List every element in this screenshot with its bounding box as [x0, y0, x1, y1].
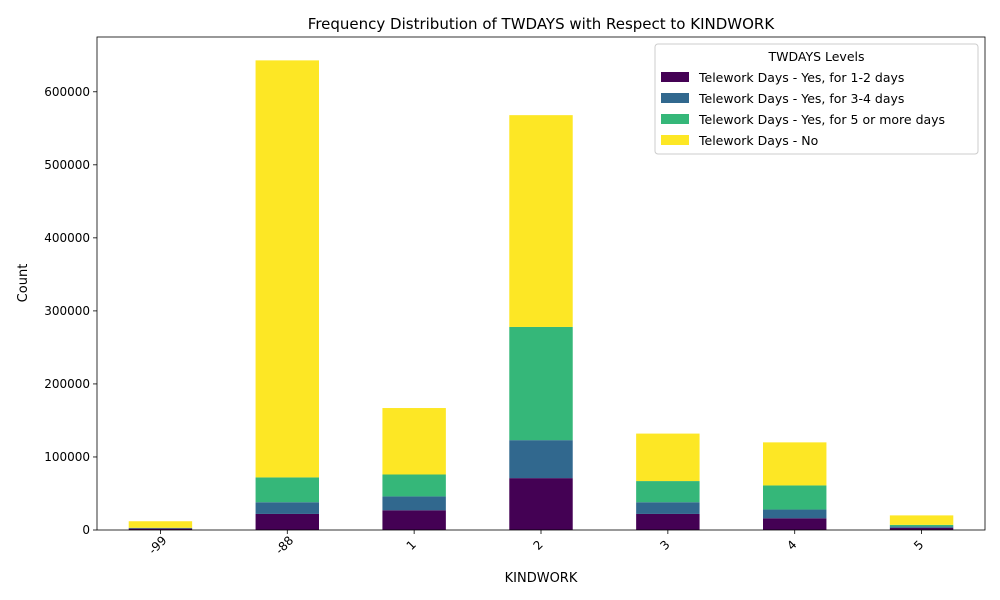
legend-swatch [661, 93, 689, 103]
x-tick-label: 2 [531, 538, 546, 553]
bar-3-series-2 [636, 502, 700, 514]
legend-title: TWDAYS Levels [767, 49, 864, 64]
bar-1-series-1 [382, 510, 446, 530]
bar-4-series-3 [763, 485, 827, 510]
bar-3-series-4 [636, 433, 700, 482]
y-axis-title: Count [16, 264, 31, 303]
x-tick-label: 3 [657, 538, 672, 553]
y-tick-label: 600000 [44, 85, 90, 99]
bar--99-series-4 [128, 521, 193, 528]
legend-swatch [661, 72, 689, 82]
x-tick-label: 5 [911, 538, 926, 553]
legend: TWDAYS Levels Telework Days - Yes, for 1-… [654, 43, 979, 155]
bar--88-series-2 [255, 502, 319, 514]
bar--88-series-3 [255, 477, 319, 503]
bar-1-series-2 [382, 496, 446, 511]
y-tick-label: 300000 [44, 304, 90, 318]
chart-title: Frequency Distribution of TWDAYS with Re… [308, 15, 776, 33]
bar--99-series-1 [128, 528, 193, 530]
legend-entry-label: Telework Days - Yes, for 3-4 days [698, 91, 904, 106]
x-axis-title: KINDWORK [505, 571, 578, 586]
x-tick-label: 1 [404, 538, 419, 553]
bar-5-series-3 [889, 524, 954, 527]
y-tick-label: 100000 [44, 450, 90, 464]
bars-layer [128, 60, 954, 530]
bar-3-series-3 [636, 481, 700, 503]
bar-5-series-4 [889, 515, 954, 525]
y-tick-label: 400000 [44, 231, 90, 245]
legend-swatch [661, 135, 689, 145]
bar-2-series-3 [509, 326, 573, 441]
bar-1-series-3 [382, 474, 446, 497]
bar-5-series-2 [889, 526, 954, 528]
legend-box [654, 43, 979, 155]
y-tick-label: 200000 [44, 377, 90, 391]
bar--88-series-1 [255, 513, 319, 530]
bar-2-series-2 [509, 440, 573, 479]
x-tick-label: -88 [273, 533, 297, 557]
legend-entry-label: Telework Days - Yes, for 1-2 days [698, 70, 904, 85]
legend-entry-label: Telework Days - No [698, 133, 818, 148]
bar--88-series-4 [255, 60, 319, 478]
bar-4-series-4 [763, 442, 827, 486]
legend-entry-label: Telework Days - Yes, for 5 or more days [698, 112, 945, 127]
bar-2-series-1 [509, 478, 573, 530]
bar-2-series-4 [509, 115, 573, 327]
bar-5-series-1 [889, 527, 954, 530]
bar-1-series-4 [382, 408, 446, 475]
bar-4-series-2 [763, 509, 827, 519]
bar-4-series-1 [763, 518, 827, 530]
legend-swatch [661, 114, 689, 124]
bar-3-series-1 [636, 513, 700, 530]
x-tick-label: -99 [146, 533, 170, 557]
y-tick-label: 0 [82, 523, 90, 537]
y-tick-label: 500000 [44, 158, 90, 172]
x-tick-label: 4 [784, 538, 799, 553]
